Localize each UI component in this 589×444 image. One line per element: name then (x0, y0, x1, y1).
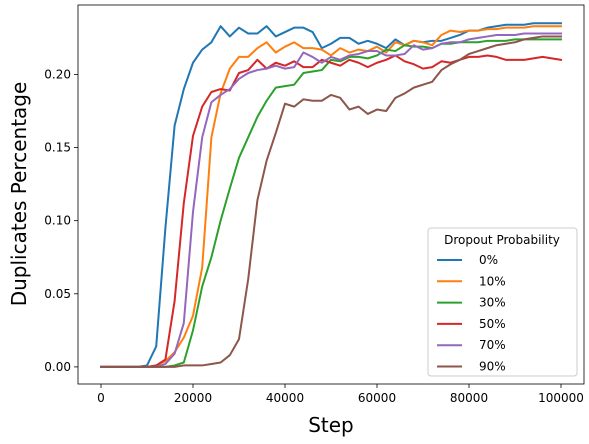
legend-box (427, 227, 578, 377)
plot-frame (77, 4, 585, 385)
legend-label: 50% (479, 317, 506, 331)
y-tick-label: 0.15 (44, 141, 71, 155)
x-tick-label: 0 (97, 391, 105, 405)
series-line-4 (100, 32, 562, 368)
legend-label: 0% (479, 253, 498, 267)
y-axis-title: Duplicates Percentage (7, 82, 31, 307)
legend-label: 30% (479, 296, 506, 310)
x-tick-label: 60000 (358, 391, 396, 405)
series-layer (100, 22, 563, 368)
x-tick-label: 80000 (450, 391, 488, 405)
y-tick-label: 0.00 (44, 360, 71, 374)
legend-label: 10% (479, 274, 506, 288)
y-axis-ticks: 0.00 0.05 0.10 0.15 0.20 (44, 67, 78, 374)
legend-title: Dropout Probability (444, 233, 560, 247)
y-tick-label: 0.10 (44, 214, 71, 228)
x-tick-label: 100000 (538, 391, 584, 405)
legend-label: 90% (479, 360, 506, 374)
legend-entries: 0% 10% 30% 50% 70% 90% (437, 253, 506, 374)
series-line-3 (100, 54, 563, 368)
series-line-5 (100, 35, 562, 368)
x-axis-ticks: 0 20000 40000 60000 80000 100000 (97, 384, 584, 405)
y-tick-label: 0.05 (44, 287, 71, 301)
series-line-1 (100, 25, 562, 368)
legend: Dropout Probability 0% 10% 30% 50% 70% 90% (427, 227, 578, 377)
x-tick-label: 40000 (266, 391, 304, 405)
y-tick-label: 0.20 (44, 67, 71, 81)
x-axis-title: Step (308, 413, 354, 437)
series-line-2 (100, 38, 562, 368)
x-tick-label: 20000 (174, 391, 212, 405)
legend-label: 70% (479, 338, 506, 352)
